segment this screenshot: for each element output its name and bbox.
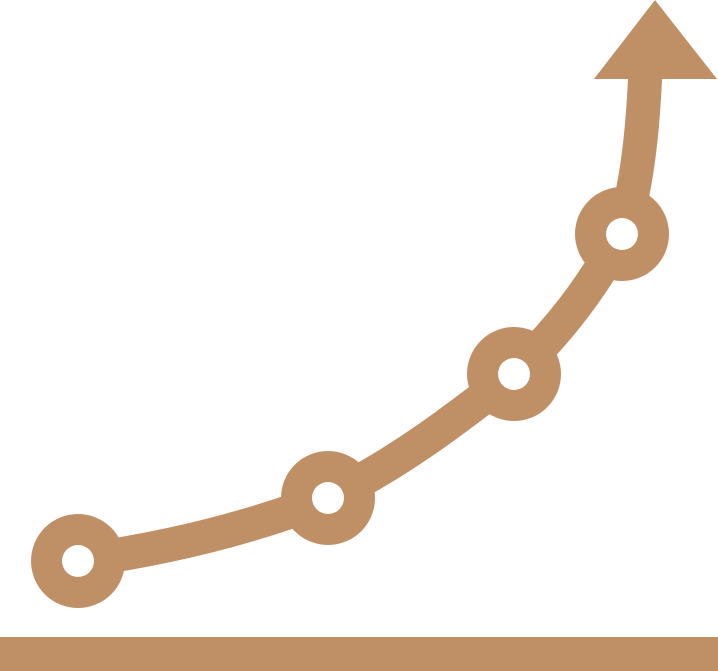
node-marker-1 bbox=[31, 514, 125, 608]
arrowhead-icon bbox=[594, 0, 717, 79]
baseline-bar bbox=[0, 637, 718, 671]
node-marker-2 bbox=[281, 451, 375, 545]
node-marker-3 bbox=[467, 327, 561, 421]
node-marker-4 bbox=[575, 187, 669, 281]
